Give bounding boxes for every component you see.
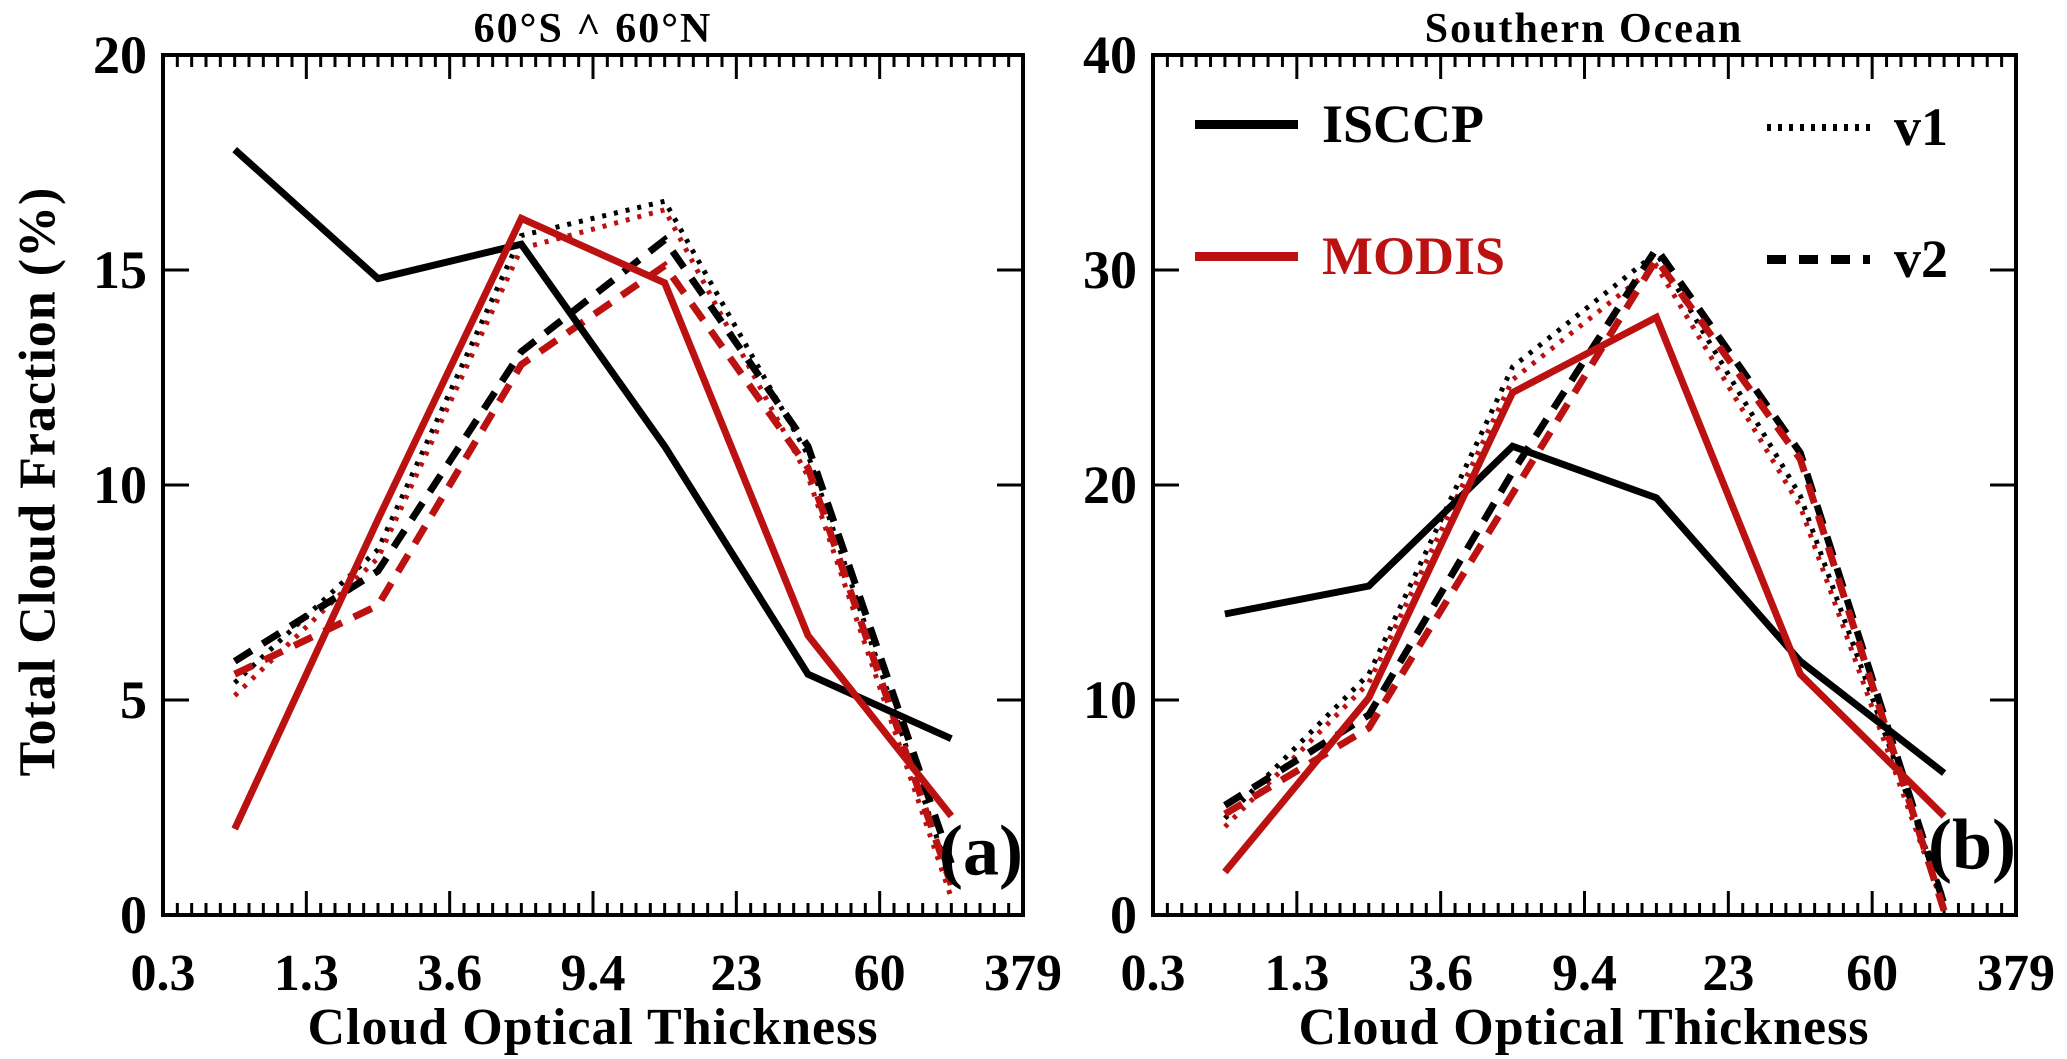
y-axis-title: Total Cloud Fraction (%) bbox=[9, 186, 67, 777]
legend-item-v1: v1 bbox=[1767, 100, 1948, 154]
isccp-v2-line bbox=[1223, 242, 1948, 906]
x-tick-label: 9.4 bbox=[561, 945, 626, 1002]
x-axis-title-a: Cloud Optical Thickness bbox=[307, 999, 879, 1056]
isccp-legend-swatch bbox=[1195, 119, 1298, 129]
modis-legend-label: MODIS bbox=[1322, 226, 1506, 286]
legend-item-isccp: ISCCP bbox=[1195, 97, 1484, 151]
x-tick-label: 60 bbox=[1846, 945, 1898, 1002]
x-tick-label: 9.4 bbox=[1552, 945, 1617, 1002]
v1-legend-label: v1 bbox=[1894, 97, 1948, 157]
panel-b-title: Southern Ocean bbox=[1424, 6, 1744, 52]
y-tick-label: 30 bbox=[1083, 240, 1137, 300]
x-tick-label: 23 bbox=[710, 945, 762, 1002]
x-tick-label: 379 bbox=[984, 945, 1062, 1002]
x-axis-title-b: Cloud Optical Thickness bbox=[1298, 999, 1870, 1056]
panel-letter-a: (a) bbox=[939, 810, 1023, 891]
plot-frame bbox=[161, 53, 1025, 917]
y-tick-label: 10 bbox=[93, 455, 147, 515]
y-tick-label: 20 bbox=[1083, 455, 1137, 515]
legend-item-modis: MODIS bbox=[1195, 229, 1505, 283]
isccp-line bbox=[232, 146, 953, 742]
modis-legend-swatch bbox=[1195, 251, 1298, 261]
x-tick-label: 379 bbox=[1977, 945, 2055, 1002]
y-tick-label: 15 bbox=[93, 240, 147, 300]
v2-legend-swatch bbox=[1767, 254, 1870, 264]
x-tick-label: 3.6 bbox=[417, 945, 482, 1002]
modis-v2-line bbox=[233, 260, 955, 887]
panel-a-title: 60°S ^ 60°N bbox=[473, 6, 713, 52]
y-tick-label: 5 bbox=[120, 670, 147, 730]
x-tick-label: 1.3 bbox=[274, 945, 339, 1002]
plot-frame bbox=[1151, 53, 2018, 917]
x-tick-label: 1.3 bbox=[1264, 945, 1329, 1002]
isccp-legend-label: ISCCP bbox=[1322, 94, 1485, 154]
x-tick-label: 3.6 bbox=[1408, 945, 1473, 1002]
y-tick-label: 0 bbox=[120, 885, 147, 945]
x-tick-label: 23 bbox=[1702, 945, 1754, 1002]
panel-letter-b: (b) bbox=[1928, 804, 2016, 885]
y-tick-label: 40 bbox=[1083, 25, 1137, 85]
modis-v1-line bbox=[1223, 261, 1947, 910]
isccp-v2-line bbox=[232, 234, 955, 865]
v2-legend-label: v2 bbox=[1894, 229, 1948, 289]
modis-v2-line bbox=[1223, 252, 1948, 912]
modis-line bbox=[231, 213, 955, 831]
isccp-line bbox=[1224, 442, 1947, 776]
modis-line bbox=[1222, 312, 1947, 875]
x-tick-label: 0.3 bbox=[131, 945, 196, 1002]
modis-v1-line bbox=[232, 206, 954, 899]
isccp-v1-line bbox=[1223, 249, 1947, 901]
v1-legend-swatch bbox=[1767, 123, 1870, 131]
legend-item-v2: v2 bbox=[1767, 232, 1948, 286]
y-tick-label: 10 bbox=[1083, 670, 1137, 730]
x-tick-label: 0.3 bbox=[1121, 945, 1186, 1002]
isccp-v1-line bbox=[232, 198, 954, 882]
y-tick-label: 20 bbox=[93, 25, 147, 85]
x-tick-label: 60 bbox=[854, 945, 906, 1002]
y-tick-label: 0 bbox=[1110, 885, 1137, 945]
